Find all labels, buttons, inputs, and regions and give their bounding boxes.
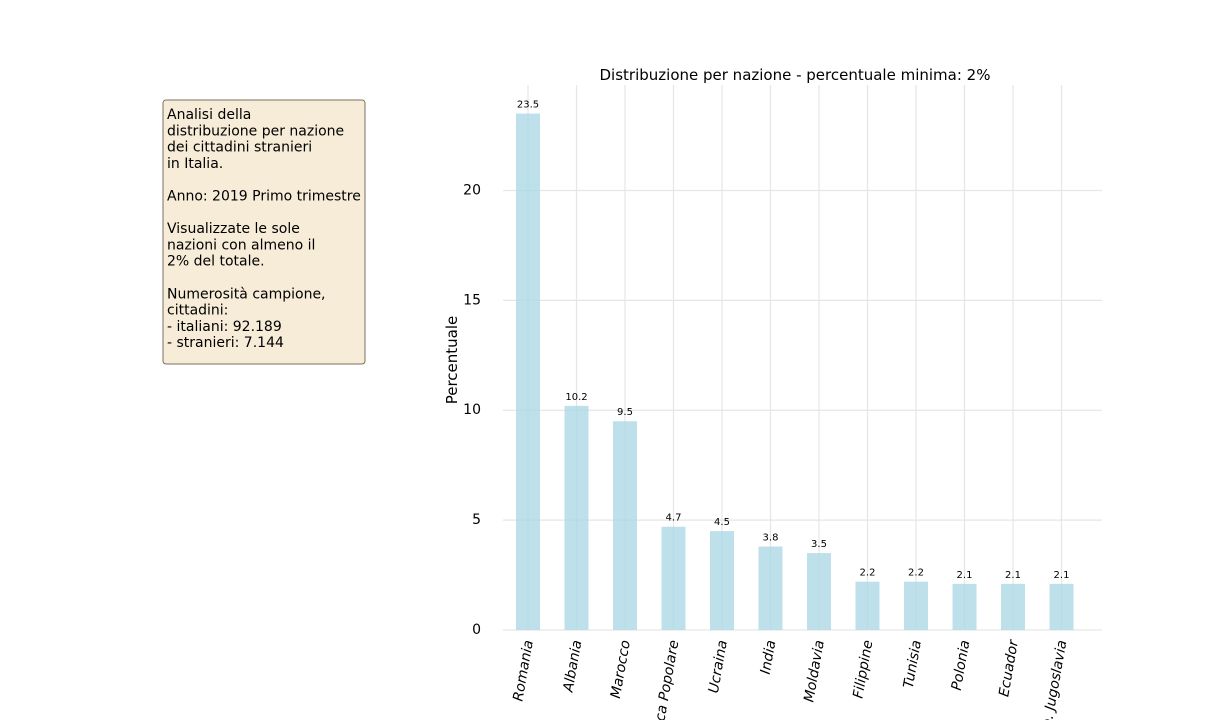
info-text: in Italia.	[167, 156, 223, 172]
value-label: 9.5	[617, 407, 633, 418]
value-label: 3.5	[811, 539, 827, 550]
value-label: 2.1	[957, 570, 973, 581]
y-tick-label: 10	[463, 402, 481, 418]
info-text: 2% del totale.	[167, 254, 265, 270]
y-tick-label: 15	[463, 292, 481, 308]
info-text: Analisi della	[167, 107, 251, 123]
info-text: distribuzione per nazione	[167, 123, 344, 139]
value-label: 4.5	[714, 517, 730, 528]
info-box	[162, 99, 366, 365]
x-tick-label: Ex Rep. Jugoslavia	[1032, 639, 1070, 720]
x-tick-label: Ecuador	[996, 638, 1022, 698]
bar	[758, 546, 783, 630]
info-text: nazioni con almeno il	[167, 237, 315, 253]
x-tick-label: Marocco	[608, 639, 634, 700]
value-label: 2.1	[1054, 570, 1070, 581]
value-label: 2.1	[1005, 570, 1021, 581]
y-tick-label: 5	[472, 512, 481, 528]
bar	[855, 581, 880, 630]
value-label: 3.8	[763, 532, 779, 543]
x-tick-label: Cina Repubblica Popolare	[636, 639, 683, 720]
y-tick-label: 20	[463, 182, 481, 198]
x-tick-label: Moldavia	[801, 639, 828, 704]
chart-title: Distribuzione per nazione - percentuale …	[600, 66, 991, 84]
x-tick-label: Filippine	[850, 639, 876, 700]
bar	[1049, 583, 1074, 630]
bar	[807, 553, 831, 630]
info-text: Visualizzate le sole	[167, 221, 300, 237]
x-tick-label: Romania	[510, 639, 536, 703]
info-text: Anno: 2019 Primo trimestre	[167, 189, 361, 205]
value-label: 4.7	[666, 513, 682, 524]
value-label: 2.2	[860, 568, 876, 579]
bar	[516, 113, 540, 631]
x-tick-label: Ucraina	[706, 639, 731, 695]
value-label: 10.2	[565, 392, 587, 403]
bar	[952, 583, 977, 630]
y-axis-label: Percentuale	[443, 316, 461, 405]
info-text: - stranieri: 7.144	[167, 335, 284, 351]
info-text: dei cittadini stranieri	[167, 140, 312, 156]
info-text: Numerosità campione,	[167, 286, 326, 302]
bar	[613, 421, 637, 630]
x-tick-label: Polonia	[949, 639, 974, 692]
bar	[1001, 583, 1025, 630]
bar	[710, 531, 734, 630]
bar	[564, 405, 589, 630]
x-tick-label: India	[758, 639, 780, 676]
value-label: 23.5	[517, 100, 539, 111]
info-text: - italiani: 92.189	[167, 319, 282, 335]
bar	[904, 581, 928, 630]
x-tick-label: Tunisia	[901, 639, 925, 690]
value-label: 2.2	[908, 568, 924, 579]
y-tick-label: 0	[472, 622, 481, 638]
info-text: cittadini:	[167, 303, 228, 319]
x-tick-label: Albania	[560, 639, 585, 694]
bar	[661, 526, 686, 630]
